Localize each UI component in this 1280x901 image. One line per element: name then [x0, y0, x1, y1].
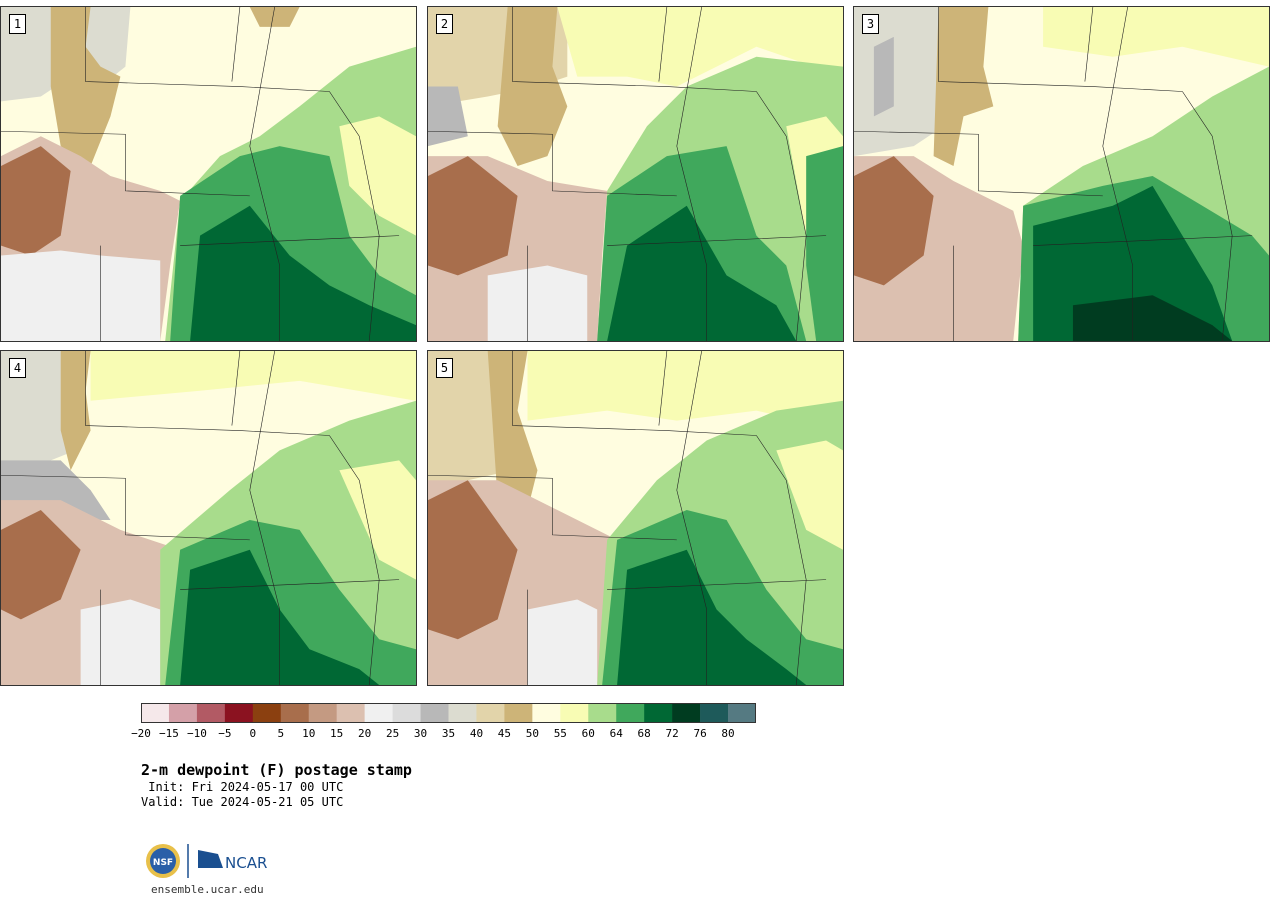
colorbar — [141, 703, 756, 723]
colorbar-tick-label: 60 — [581, 727, 595, 740]
colorbar-tick-label: 35 — [441, 727, 456, 740]
colorbar-tick-label: 50 — [525, 727, 539, 740]
colorbar-tick-label: 0 — [249, 727, 257, 740]
colorbar-swatch — [224, 703, 254, 723]
colorbar-tick-label: −10 — [186, 727, 207, 740]
colorbar-swatch — [336, 703, 365, 723]
colorbar-swatch — [560, 703, 589, 723]
colorbar-swatch — [588, 703, 617, 723]
colorbar-swatch — [644, 703, 673, 723]
dewpoint-map-4 — [1, 351, 416, 685]
panel-label: 2 — [436, 14, 453, 34]
ncar-logo-text: NCAR — [225, 854, 267, 872]
dewpoint-map-1 — [1, 7, 416, 341]
colorbar-swatch — [392, 703, 421, 723]
colorbar-ticks: −20 −15 −10 −5 0 5 10 15 20 25 30 35 40 45 50 55 60 64 68 7… — [131, 727, 756, 741]
stamp-panel-4: 4 — [0, 350, 417, 686]
panel-label: 5 — [436, 358, 453, 378]
init-time: Init: Fri 2024-05-17 00 UTC — [141, 780, 344, 794]
colorbar-tick-label: 30 — [413, 727, 428, 740]
colorbar-swatch — [280, 703, 310, 723]
colorbar-frame — [141, 703, 756, 723]
colorbar-swatch — [672, 703, 701, 723]
colorbar-tick-label: 76 — [693, 727, 707, 740]
stamp-panel-5: 5 — [427, 350, 844, 686]
valid-time: Valid: Tue 2024-05-21 05 UTC — [141, 795, 344, 809]
colorbar-tick-label: 10 — [302, 727, 316, 740]
colorbar-tick-label: −20 — [131, 727, 151, 740]
colorbar-tick-label: 5 — [277, 727, 285, 740]
colorbar-tick-label: −5 — [218, 727, 232, 740]
colorbar-swatch — [616, 703, 645, 723]
colorbar-swatch — [448, 703, 477, 723]
colorbar-tick-label: 72 — [665, 727, 679, 740]
panel-label: 3 — [862, 14, 879, 34]
colorbar-tick-label: 80 — [721, 727, 735, 740]
colorbar-swatch — [364, 703, 393, 723]
colorbar-tick-label: 40 — [469, 727, 484, 740]
dewpoint-map-5 — [428, 351, 843, 685]
colorbar-swatch — [141, 703, 170, 723]
stamp-panel-1: 1 — [0, 6, 417, 342]
colorbar-swatch — [700, 703, 729, 723]
panel-label: 1 — [9, 14, 26, 34]
colorbar-tick-label: 45 — [497, 727, 512, 740]
colorbar-tick-label: 64 — [609, 727, 623, 740]
colorbar-tick-label: 25 — [385, 727, 400, 740]
nsf-logo-text: NSF — [153, 858, 173, 868]
colorbar-swatch — [476, 703, 505, 723]
colorbar-tick-label: −15 — [159, 727, 179, 740]
colorbar-swatch — [196, 703, 226, 723]
dewpoint-map-2 — [428, 7, 843, 341]
colorbar-tick-label: 68 — [637, 727, 651, 740]
site-url: ensemble.ucar.edu — [151, 883, 264, 896]
colorbar-swatch — [420, 703, 449, 723]
product-title: 2-m dewpoint (F) postage stamp — [141, 761, 412, 779]
colorbar-swatch — [168, 703, 198, 723]
stamp-panel-3: 3 — [853, 6, 1270, 342]
colorbar-swatch — [728, 703, 756, 723]
colorbar-swatch — [504, 703, 533, 723]
colorbar-tick-label: 15 — [330, 727, 344, 740]
colorbar-tick-label: 55 — [553, 727, 567, 740]
dewpoint-map-3 — [854, 7, 1269, 341]
nsf-ncar-logo: NSF NCAR — [146, 844, 267, 878]
colorbar-swatch — [252, 703, 282, 723]
panel-label: 4 — [9, 358, 26, 378]
colorbar-swatch — [308, 703, 337, 723]
colorbar-tick-label: 20 — [358, 727, 372, 740]
colorbar-swatch — [532, 703, 561, 723]
stamp-panel-2: 2 — [427, 6, 844, 342]
